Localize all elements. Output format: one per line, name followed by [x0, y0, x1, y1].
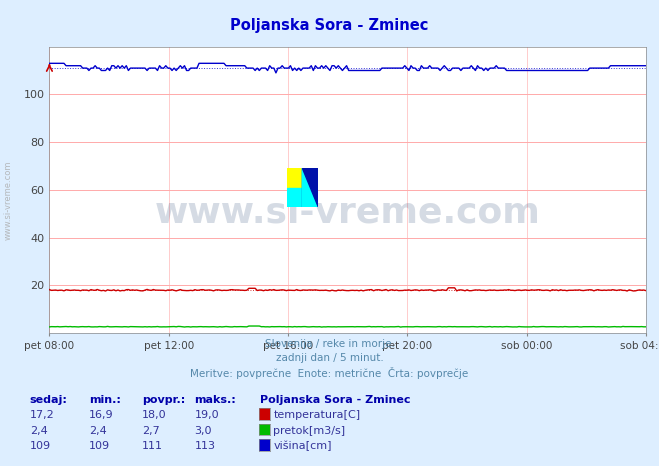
Text: 17,2: 17,2: [30, 411, 55, 420]
Text: Slovenija / reke in morje.: Slovenija / reke in morje.: [264, 339, 395, 349]
Text: www.si-vreme.com: www.si-vreme.com: [155, 196, 540, 230]
Text: 2,7: 2,7: [142, 426, 159, 436]
Text: 111: 111: [142, 441, 163, 451]
Text: Poljanska Sora - Zminec: Poljanska Sora - Zminec: [260, 395, 411, 405]
Text: zadnji dan / 5 minut.: zadnji dan / 5 minut.: [275, 353, 384, 363]
Text: 109: 109: [89, 441, 110, 451]
Text: povpr.:: povpr.:: [142, 395, 185, 405]
Text: 18,0: 18,0: [142, 411, 166, 420]
Polygon shape: [302, 168, 318, 207]
Text: višina[cm]: višina[cm]: [273, 441, 332, 451]
Text: 113: 113: [194, 441, 215, 451]
Text: min.:: min.:: [89, 395, 121, 405]
Text: 109: 109: [30, 441, 51, 451]
Text: Poljanska Sora - Zminec: Poljanska Sora - Zminec: [230, 18, 429, 33]
Text: pretok[m3/s]: pretok[m3/s]: [273, 426, 345, 436]
Polygon shape: [302, 168, 318, 207]
Text: 3,0: 3,0: [194, 426, 212, 436]
Polygon shape: [302, 168, 318, 207]
Text: 16,9: 16,9: [89, 411, 113, 420]
Text: maks.:: maks.:: [194, 395, 236, 405]
Text: 2,4: 2,4: [89, 426, 107, 436]
Text: www.si-vreme.com: www.si-vreme.com: [3, 161, 13, 240]
Text: 2,4: 2,4: [30, 426, 47, 436]
Text: 19,0: 19,0: [194, 411, 219, 420]
Polygon shape: [287, 187, 302, 207]
Text: Meritve: povprečne  Enote: metrične  Črta: povprečje: Meritve: povprečne Enote: metrične Črta:…: [190, 367, 469, 379]
Text: temperatura[C]: temperatura[C]: [273, 411, 360, 420]
Polygon shape: [287, 168, 302, 187]
Text: sedaj:: sedaj:: [30, 395, 67, 405]
Polygon shape: [302, 168, 318, 207]
